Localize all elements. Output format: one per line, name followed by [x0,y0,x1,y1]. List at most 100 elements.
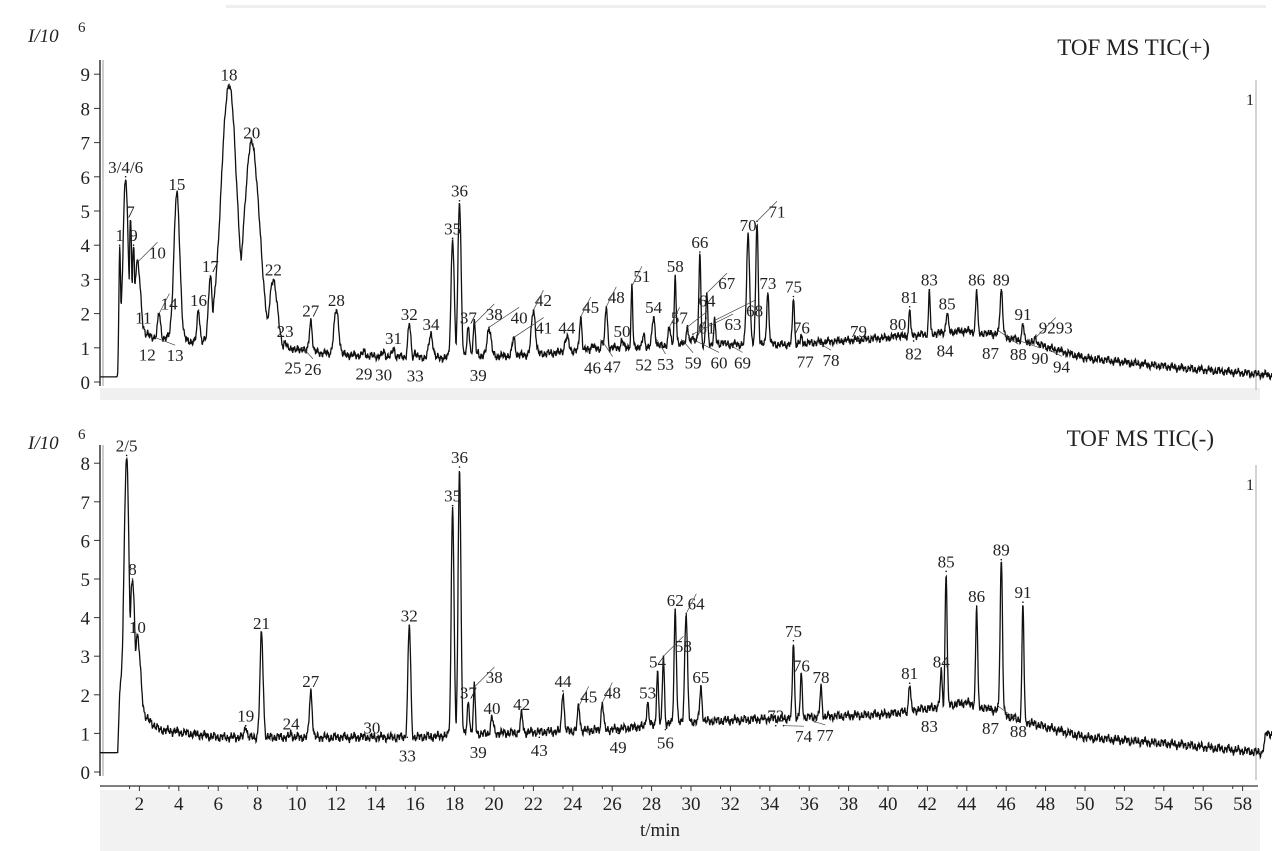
peak-label: 42 [535,291,552,310]
peak-marker [197,309,200,311]
peak-label: 57 [671,308,689,327]
y-tick-label: 7 [81,493,91,514]
peak-leader-line [1051,350,1062,357]
peak-marker [989,705,992,708]
peak-label: 58 [667,257,684,276]
peak-label: 48 [604,684,621,703]
peak-label: 15 [168,175,185,194]
peak-label: 32 [401,305,418,324]
peak-marker [646,701,649,704]
peak-marker [284,340,286,342]
peak-label: 27 [302,672,320,691]
peak-marker [125,454,128,457]
peak-marker [136,636,139,638]
y-tick-label: 0 [81,763,91,784]
peak-marker [1000,558,1003,561]
peak-marker [912,340,915,342]
x-tick-label: 28 [642,794,661,815]
peak-label: 46 [584,359,601,378]
y-tick-label: 3 [81,647,91,668]
peak-leader-line [302,347,314,359]
tic-trace [100,84,1272,381]
x-tick-label: 20 [485,794,504,815]
peak-label: 64 [699,291,717,310]
y-tick-label: 5 [81,570,91,591]
peak-leader-line [580,296,591,318]
peak-label: 82 [905,344,922,363]
peak-label: 12 [139,346,156,365]
peak-label: 86 [968,271,985,290]
x-tick-label: 26 [603,794,622,815]
peak-label: 58 [675,637,692,656]
peak-leader-line [663,635,684,657]
peak-marker [975,288,978,291]
peak-leader-line [682,340,694,353]
peak-label: 38 [486,305,503,324]
peak-label: 11 [135,308,151,327]
y-tick-label: 5 [81,202,91,223]
peak-marker [292,347,294,349]
x-axis-label: t/min [640,820,681,841]
y-axis-label-exponent: 6 [78,427,86,443]
peak-marker [792,639,795,642]
peak-leader-line [756,201,778,222]
x-axis-band [100,790,1260,851]
y-tick-label: 1 [81,724,91,745]
peak-label: 81 [901,288,918,307]
peak-label: 52 [635,355,652,374]
peak-marker [944,329,946,332]
peak-marker [621,340,623,342]
peak-marker [132,244,135,246]
peak-marker [989,329,992,332]
peak-label: 19 [237,707,254,726]
peak-label: 87 [982,344,1000,363]
peak-label: 25 [285,359,302,378]
peak-label: 56 [657,733,674,752]
x-tick-label: 6 [213,794,223,815]
peak-label: 89 [993,271,1010,290]
peak-label: 10 [129,618,146,637]
peak-label: 22 [265,260,282,279]
x-tick-label: 42 [918,794,937,815]
peak-label: 75 [785,278,802,297]
x-tick-label: 50 [1076,794,1095,815]
x-tick-label: 56 [1194,794,1213,815]
peak-marker [945,570,947,573]
peak-marker [129,220,132,223]
peak-marker [363,350,365,353]
peak-marker [118,244,121,246]
peak-label: 64 [688,595,706,614]
peak-marker [562,690,564,692]
peak-marker [520,713,523,715]
peak-marker [1022,323,1024,325]
peak-label: 51 [633,267,650,286]
peak-label: 7 [126,202,135,221]
peak-leader-line [155,337,176,346]
x-tick-label: 58 [1233,794,1252,815]
panel-title: TOF MS TIC(+) [1057,35,1210,60]
peak-marker [430,333,432,335]
peak-marker [820,686,822,688]
peak-marker [699,251,701,253]
peak-marker [928,709,931,712]
x-tick-label: 48 [1036,794,1055,815]
peak-label: 84 [933,653,951,672]
peak-marker [131,578,134,580]
peak-marker [804,343,807,346]
peak-label: 59 [685,354,702,373]
peak-marker [290,732,292,735]
peak-label: 8 [128,560,137,579]
peak-leader-line [722,340,743,353]
x-tick-label: 34 [760,794,780,815]
peak-leader-line [696,317,708,338]
peak-label: 47 [604,358,622,377]
peak-marker [477,732,480,735]
peak-marker [656,670,659,673]
y-tick-label: 8 [81,99,91,120]
y-tick-label: 2 [81,305,91,326]
right-marker: 1 [1246,92,1254,109]
peak-marker [451,237,454,240]
peak-label: 39 [470,366,487,385]
peak-label: 69 [734,353,751,372]
